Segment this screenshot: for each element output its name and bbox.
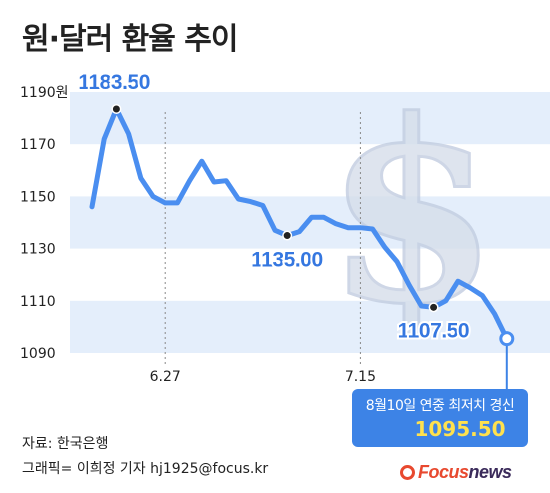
y-tick-label: 1110 xyxy=(20,294,56,310)
graphic-credit: 그래픽= 이희정 기자 hj1925@focus.kr xyxy=(22,461,269,477)
dollar-sign-icon: $ xyxy=(324,64,501,361)
y-tick-label: 1130 xyxy=(20,242,56,258)
y-tick-label: 1150 xyxy=(20,189,56,205)
y-tick-label: 1170 xyxy=(20,137,56,153)
y-tick-label: 1090 xyxy=(20,346,56,362)
point-labels: 1183.50 1135.00 1107.50 xyxy=(76,69,471,344)
point-marker xyxy=(112,105,120,113)
grid-band xyxy=(70,300,550,353)
chart-title: 원·달러 환율 추이 xyxy=(22,22,238,57)
low-point-marker xyxy=(499,331,515,347)
point-marker xyxy=(283,232,291,240)
focus-news-logo: Focusnews xyxy=(400,460,512,484)
callout-caption: 8월10일 연중 최저치 경신 xyxy=(365,398,515,414)
callout-value: 1095.50 xyxy=(414,417,506,441)
x-tick-label: 6.27 xyxy=(150,369,181,385)
low-record-callout: 8월10일 연중 최저치 경신 1095.50 xyxy=(352,389,528,447)
x-tick-label: 7.15 xyxy=(345,369,376,385)
x-guides xyxy=(164,112,361,366)
point-marker xyxy=(430,303,438,311)
logo-suffix: news xyxy=(468,461,513,482)
x-axis-ticks: 6.277.158.2 xyxy=(150,369,376,385)
y-tick-label: 1190원 xyxy=(20,85,69,101)
point-label: 1107.50 xyxy=(398,319,470,342)
source-note: 자료: 한국은행 xyxy=(22,436,109,452)
logo-ring-icon xyxy=(400,464,415,480)
point-label: 1135.00 xyxy=(251,249,323,272)
y-axis-ticks: 1190원 1170 1150 1130 1110 1090 xyxy=(20,85,69,362)
grid-band xyxy=(70,92,550,145)
point-label: 1183.50 xyxy=(78,71,150,94)
logo-text: Focusnews xyxy=(418,462,512,483)
grid-bands xyxy=(70,92,550,353)
svg-text:$: $ xyxy=(325,65,499,359)
point-markers xyxy=(111,103,515,390)
logo-brand: Focus xyxy=(418,461,469,482)
